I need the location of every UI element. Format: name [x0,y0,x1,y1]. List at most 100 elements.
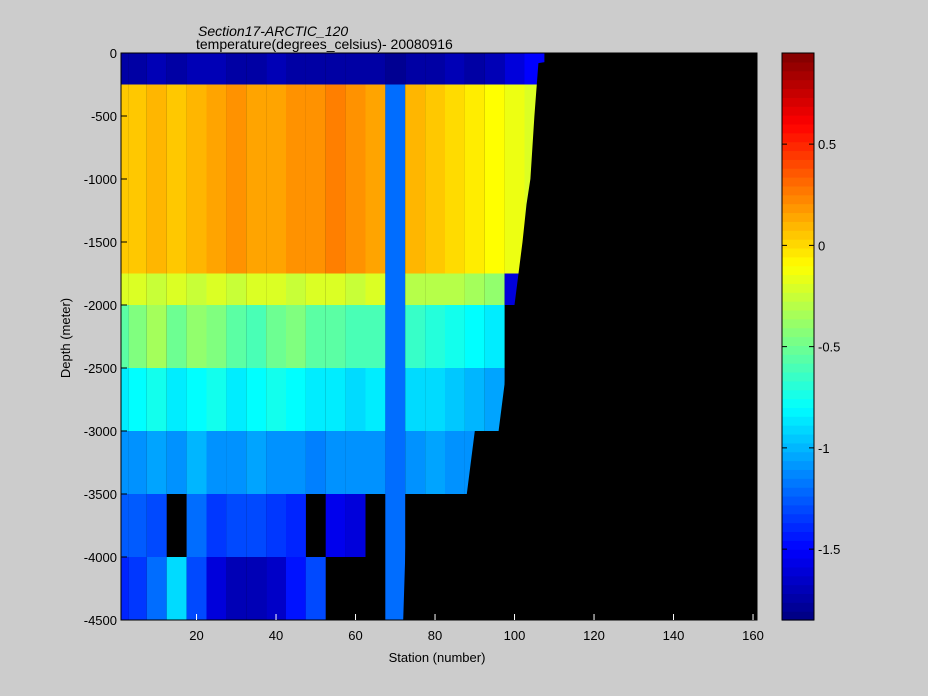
heatmap-cell [484,84,505,274]
heatmap-cell [206,431,227,494]
heatmap-cell [226,305,247,368]
heatmap-cell [186,368,207,431]
x-axis-label: Station (number) [389,650,486,665]
heatmap-cell [464,305,485,368]
heatmap-cell [405,368,426,431]
colorbar-tick-label: 0.5 [818,137,836,152]
y-tick-label: -3000 [84,424,117,439]
heatmap-cell [345,431,366,494]
heatmap-cell [345,84,366,274]
heatmap-cell [226,431,247,494]
heatmap-cell [425,84,445,274]
x-tick-label: 160 [742,628,764,643]
heatmap-cell [206,368,227,431]
heatmap-cell [166,431,187,494]
heatmap-cell [405,273,426,305]
heatmap-cell [286,305,306,368]
heatmap-cell [146,53,167,85]
heatmap-cell [464,53,485,85]
plot-area [120,52,758,621]
heatmap-cell [128,273,147,305]
heatmap-cell [305,305,326,368]
heatmap-cell [266,494,286,557]
heatmap-cell [226,273,247,305]
colorbar-step [782,97,814,107]
y-tick-label: -1000 [84,172,117,187]
colorbar-step [782,212,814,222]
colorbar-step [782,327,814,338]
x-tick-label: 120 [583,628,605,643]
colorbar-step [782,487,814,497]
heatmap-cell [246,84,267,274]
colorbar-step [782,159,814,169]
colorbar-step [782,593,814,603]
x-tick-label: 100 [504,628,526,643]
colorbar-step [782,150,814,160]
colorbar-step [782,531,814,541]
x-tick-label: 140 [663,628,685,643]
heatmap-cell [286,431,306,494]
heatmap-cell [226,368,247,431]
heatmap-cell [286,557,306,620]
heatmap-cell [385,431,406,494]
colorbar-step [782,566,814,577]
heatmap-cell [445,305,465,368]
heatmap-cell [305,84,326,274]
heatmap-cell [365,273,386,305]
heatmap-cell [345,368,366,431]
heatmap-cell [445,53,465,85]
colorbar-step [782,557,814,568]
heatmap-cell [121,368,129,431]
heatmap-cell [121,557,129,620]
colorbar: 0.5 0 -0.5 -1 -1.5 [781,52,840,621]
heatmap-cell [128,557,147,620]
heatmap-cell [286,84,306,274]
heatmap-cell [206,305,227,368]
colorbar-step [782,425,814,435]
heatmap-cell [286,368,306,431]
colorbar-step [782,478,814,488]
heatmap-cell [405,84,426,274]
colorbar-step [782,460,814,470]
heatmap-cell [385,53,406,85]
colorbar-step [782,203,814,214]
heatmap-cell [464,84,485,274]
heatmap-cell [425,53,445,85]
heatmap-cell [405,431,426,494]
x-tick-label: 20 [189,628,203,643]
heatmap-cell [325,494,346,557]
heatmap-cell [445,368,465,431]
colorbar-step [782,115,814,125]
colorbar-step [782,433,814,444]
colorbar-step [782,221,814,231]
heatmap-cell [186,557,207,620]
heatmap-cell [206,273,227,305]
heatmap-cell [266,368,286,431]
heatmap-cell [365,53,386,85]
colorbar-step [782,389,814,400]
plot-frame [120,52,758,621]
heatmap-cell [226,557,247,620]
heatmap-cell [266,273,286,305]
heatmap-cell [266,431,286,494]
colorbar-step [782,549,814,559]
heatmap-cell [266,84,286,274]
colorbar-step [782,194,814,205]
heatmap-cell [305,557,326,620]
heatmap-cell [246,431,267,494]
y-tick-label: -1500 [84,235,117,250]
y-tick-label: -500 [91,109,117,124]
heatmap-cell [286,273,306,305]
colorbar-step [782,239,814,249]
heatmap-cell [128,305,147,368]
heatmap-cell [121,431,129,494]
heatmap-cell [186,53,207,85]
heatmap-cell [484,273,505,305]
heatmap-cell [325,84,346,274]
heatmap-cell [305,431,326,494]
heatmap-cell [166,368,187,431]
heatmap-cell [464,368,485,431]
heatmap-cell [365,368,386,431]
colorbar-tick-label: -0.5 [818,340,840,355]
heatmap-cell [166,53,187,85]
